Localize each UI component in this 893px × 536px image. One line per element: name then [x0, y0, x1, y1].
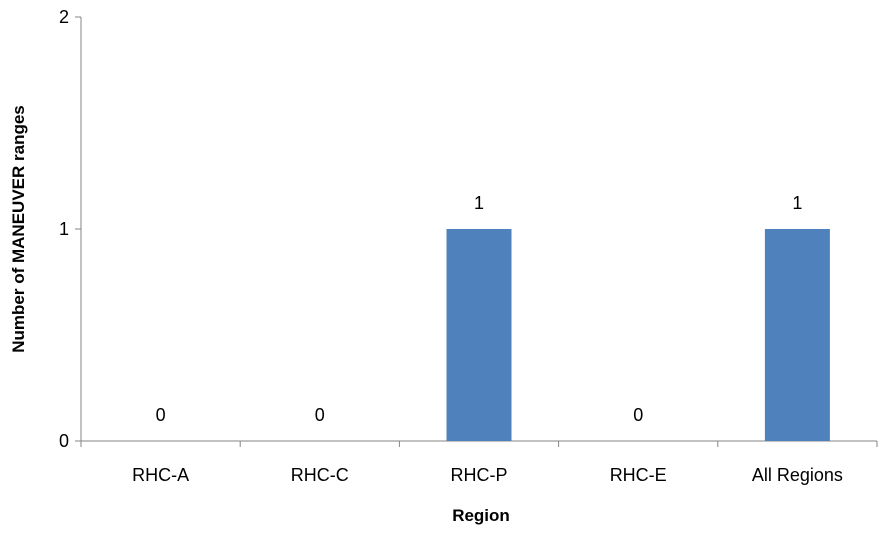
data-label: 0: [315, 405, 325, 425]
x-tick-label: RHC-E: [610, 465, 667, 485]
data-label: 0: [156, 405, 166, 425]
x-tick-label: All Regions: [752, 465, 843, 485]
x-tick-label: RHC-A: [132, 465, 189, 485]
x-tick-label: RHC-P: [451, 465, 508, 485]
bar: [446, 229, 512, 441]
data-label: 0: [633, 405, 643, 425]
bar: [764, 229, 830, 441]
y-axis-title: Number of MANEUVER ranges: [9, 105, 28, 352]
y-tick-label: 1: [59, 219, 69, 239]
data-label: 1: [474, 193, 484, 213]
data-labels: RHC-A 0 RHC-C 0 RHC-P 1 RHC-E 0 All Regions 1: [132, 193, 843, 485]
axis-ticks: 0 1 2: [59, 7, 878, 451]
y-tick-label: 2: [59, 7, 69, 27]
data-label: 1: [792, 193, 802, 213]
bars: [446, 229, 830, 441]
x-axis-title: Region: [452, 506, 510, 525]
x-tick-label: RHC-C: [291, 465, 349, 485]
y-tick-label: 0: [59, 431, 69, 451]
